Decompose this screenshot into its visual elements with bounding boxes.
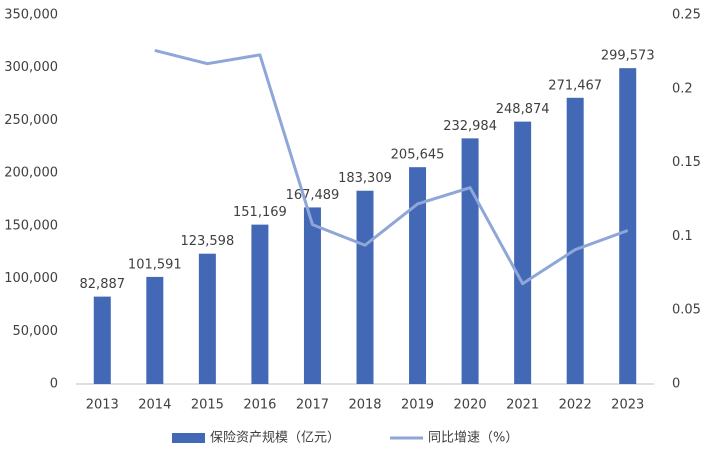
data-label: 248,874 [496, 102, 550, 117]
y-tick-label: 250,000 [4, 113, 58, 128]
x-tick-label: 2021 [506, 398, 539, 413]
y-tick-label: 350,000 [4, 8, 58, 23]
x-tick-label: 2018 [348, 398, 381, 413]
x-tick-label: 2016 [243, 398, 276, 413]
y-tick-label: 150,000 [4, 218, 58, 233]
y-tick-label: 300,000 [4, 60, 58, 75]
y-tick-label: 50,000 [13, 324, 59, 339]
x-tick-label: 2023 [611, 398, 644, 413]
bar [356, 190, 374, 384]
y2-tick-label: 0.1 [672, 229, 693, 244]
data-label: 123,598 [180, 234, 234, 249]
data-label: 271,467 [548, 78, 602, 93]
x-tick-label: 2022 [559, 398, 592, 413]
y2-tick-label: 0.05 [672, 303, 701, 318]
line [154, 48, 629, 286]
data-label: 299,573 [601, 49, 655, 64]
legend-label: 同比增速（%） [428, 431, 518, 446]
bar [251, 224, 269, 384]
data-label: 151,169 [233, 205, 287, 220]
legend-swatch [172, 433, 205, 443]
y2-tick-label: 0 [672, 377, 680, 392]
bar [566, 97, 584, 385]
y-tick-label: 100,000 [4, 271, 58, 286]
bar [461, 138, 479, 384]
legend-label: 保险资产规模（亿元） [210, 431, 340, 446]
data-label: 183,309 [338, 171, 392, 186]
x-tick-label: 2017 [296, 398, 329, 413]
data-label: 232,984 [443, 119, 497, 134]
y-tick-label: 200,000 [4, 166, 58, 181]
bar [93, 296, 111, 384]
bar [409, 167, 427, 384]
data-label: 167,489 [286, 188, 340, 203]
y2-tick-label: 0.25 [672, 8, 701, 23]
x-tick-label: 2020 [454, 398, 487, 413]
y2-tick-label: 0.15 [672, 155, 701, 170]
bar [619, 68, 637, 385]
y2-tick-label: 0.2 [672, 81, 693, 96]
x-tick-label: 2015 [191, 398, 224, 413]
x-tick-label: 2013 [86, 398, 119, 413]
bar [514, 121, 532, 385]
x-tick-label: 2014 [138, 398, 171, 413]
data-label: 82,887 [80, 277, 126, 292]
bar [303, 207, 321, 384]
y-tick-label: 0 [50, 377, 58, 392]
data-label: 101,591 [128, 257, 182, 272]
data-label: 205,645 [391, 148, 445, 163]
bar [146, 276, 164, 384]
bar [198, 253, 216, 384]
x-tick-label: 2019 [401, 398, 434, 413]
